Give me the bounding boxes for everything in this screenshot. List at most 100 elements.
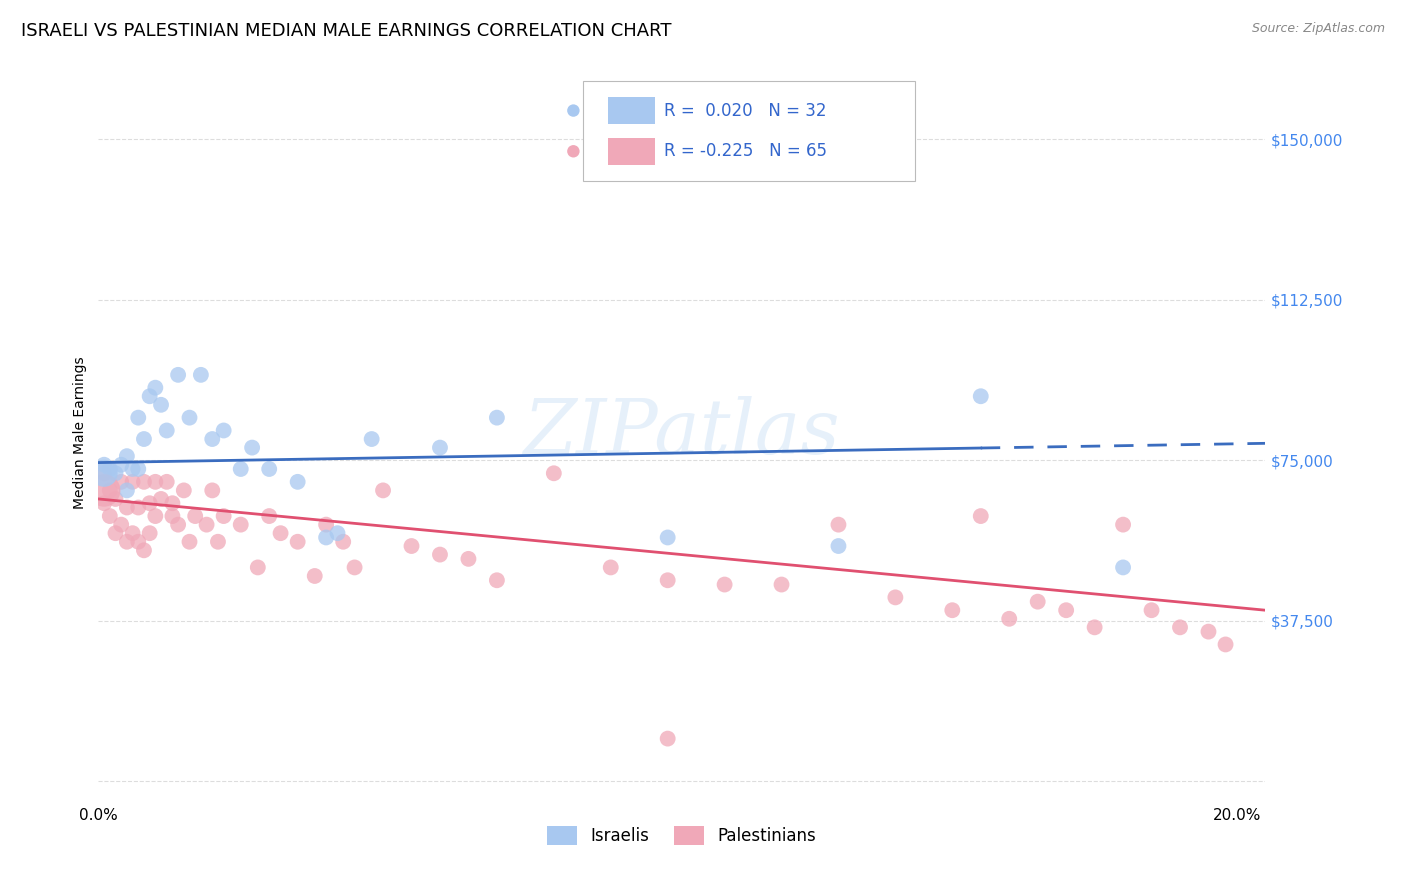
Point (270, 526, 292, 541)
Point (121, 526, 143, 541)
Point (257, 509, 280, 524)
Point (827, 539, 849, 553)
Point (150, 491, 173, 506)
Point (98, 509, 121, 524)
Text: ISRAELI VS PALESTINIAN MEDIAN MALE EARNINGS CORRELATION CHART: ISRAELI VS PALESTINIAN MEDIAN MALE EARNI… (21, 22, 672, 40)
Point (162, 496, 184, 510)
Point (127, 534, 149, 549)
Point (657, 531, 679, 545)
Point (132, 475, 155, 489)
Point (240, 441, 263, 455)
Point (257, 462, 280, 476)
Point (143, 509, 166, 524)
Point (1026, 595, 1049, 609)
Point (115, 449, 138, 463)
Point (343, 560, 366, 574)
Y-axis label: Median Male Earnings: Median Male Earnings (73, 356, 87, 509)
Point (201, 483, 224, 498)
Point (143, 475, 166, 489)
Point (287, 534, 309, 549)
Point (93, 467, 115, 481)
Point (121, 462, 143, 476)
Text: R =  0.020   N = 32: R = 0.020 N = 32 (665, 102, 827, 120)
Point (195, 517, 218, 532)
Point (184, 509, 207, 524)
Point (115, 483, 138, 498)
Point (315, 531, 337, 545)
Point (713, 577, 735, 591)
Point (127, 500, 149, 515)
Point (1112, 560, 1135, 574)
Point (229, 462, 252, 476)
Point (246, 560, 269, 574)
Point (127, 410, 149, 425)
Point (941, 603, 963, 617)
Point (156, 424, 179, 438)
Point (138, 526, 160, 541)
Point (110, 458, 132, 472)
Point (657, 574, 679, 588)
Point (207, 534, 229, 549)
Point (138, 496, 160, 510)
Point (121, 475, 143, 489)
Point (1215, 637, 1237, 651)
Point (1054, 603, 1077, 617)
Point (229, 517, 252, 532)
Point (485, 410, 508, 425)
Point (429, 441, 451, 455)
Point (1084, 620, 1107, 634)
Point (1198, 624, 1220, 639)
Point (156, 475, 179, 489)
Point (93, 496, 115, 510)
Point (326, 526, 349, 541)
Bar (609, 138, 655, 165)
Point (104, 491, 127, 506)
Point (884, 591, 907, 605)
Point (371, 483, 394, 498)
Point (304, 569, 326, 583)
Text: R = -0.225   N = 65: R = -0.225 N = 65 (665, 143, 827, 161)
Point (315, 517, 337, 532)
Point (167, 368, 190, 382)
Point (93, 483, 115, 498)
Point (287, 475, 309, 489)
Point (457, 552, 479, 566)
Point (93, 458, 115, 472)
Point (401, 539, 423, 553)
Bar (609, 97, 655, 124)
Point (110, 475, 132, 489)
Point (1168, 620, 1191, 634)
Point (93, 467, 115, 481)
Point (115, 500, 138, 515)
Point (1140, 603, 1163, 617)
Point (162, 509, 184, 524)
Point (970, 389, 993, 403)
Point (104, 467, 127, 481)
Point (998, 612, 1021, 626)
Point (138, 389, 160, 403)
Point (150, 398, 173, 412)
Point (429, 548, 451, 562)
Point (179, 410, 201, 425)
Point (190, 368, 212, 382)
Point (173, 483, 195, 498)
Point (827, 517, 849, 532)
Point (360, 432, 382, 446)
Point (115, 534, 138, 549)
Point (132, 432, 155, 446)
Point (98, 483, 121, 498)
Point (485, 574, 508, 588)
Legend: Israelis, Palestinians: Israelis, Palestinians (538, 818, 825, 854)
Point (599, 560, 621, 574)
Point (1112, 517, 1135, 532)
Text: Source: ZipAtlas.com: Source: ZipAtlas.com (1251, 22, 1385, 36)
Point (98, 462, 121, 476)
Point (132, 543, 155, 558)
Point (332, 534, 354, 549)
Point (212, 509, 235, 524)
Point (110, 517, 132, 532)
Point (201, 432, 224, 446)
Point (143, 381, 166, 395)
Point (104, 526, 127, 541)
Point (657, 731, 679, 746)
